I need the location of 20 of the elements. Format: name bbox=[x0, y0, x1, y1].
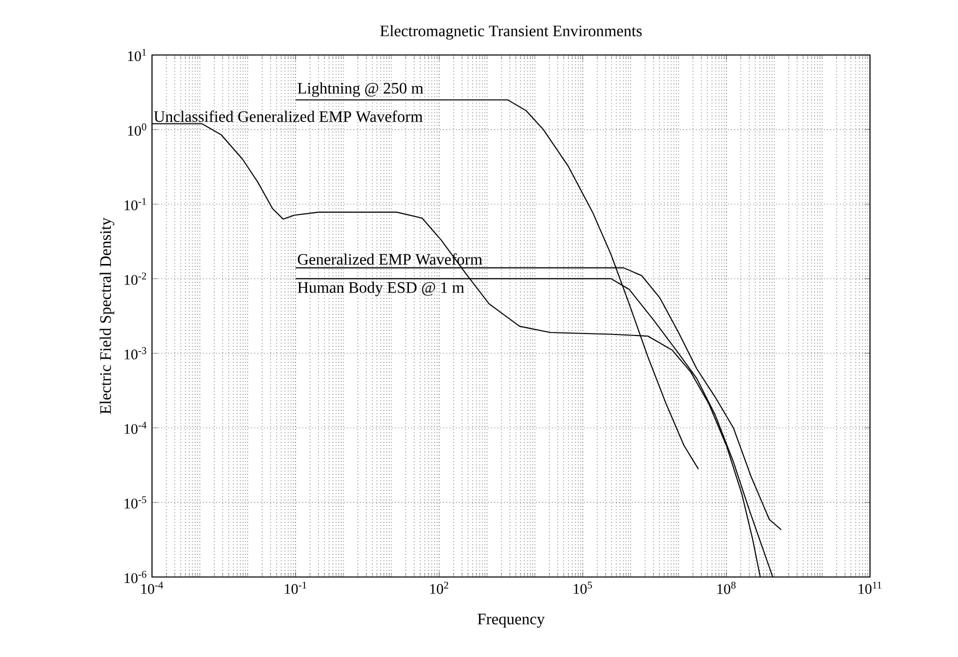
y-tick-label: 10$^{-5}$ bbox=[124, 496, 146, 509]
x-tick-label: 10$^{8}$ bbox=[717, 582, 736, 594]
chart-title: Electromagnetic Transient Environments bbox=[380, 25, 642, 40]
x-tick-label: 10$^{2}$ bbox=[430, 582, 448, 594]
x-tick-label: 10$^{5}$ bbox=[574, 582, 592, 594]
y-tick-label: 10$^{0}$ bbox=[128, 123, 146, 136]
x-axis-title: Frequency bbox=[478, 614, 545, 628]
x-tick-label: 10$^{11}$ bbox=[858, 582, 882, 594]
y-tick-label: 10$^{-6}$ bbox=[124, 570, 146, 584]
series-label: Unclassified Generalized EMP Waveform bbox=[154, 110, 423, 122]
y-tick-label: 10$^{1}$ bbox=[128, 48, 146, 62]
y-tick-label: 10$^{-2}$ bbox=[124, 272, 146, 285]
y-axis-title: Electric Field Spectral Density bbox=[100, 218, 114, 414]
series-label: Human Body ESD @ 1 m bbox=[298, 282, 464, 296]
y-tick-label: 10$^{-3}$ bbox=[124, 347, 146, 360]
x-tick-label: 10$^{-1}$ bbox=[284, 582, 306, 594]
series-label: Lightning @ 250 m bbox=[298, 82, 424, 97]
x-tick-label: 10$^{-4}$ bbox=[141, 582, 164, 594]
y-tick-label: 10$^{-4}$ bbox=[124, 422, 146, 434]
y-tick-label: 10$^{-1}$ bbox=[124, 198, 146, 210]
